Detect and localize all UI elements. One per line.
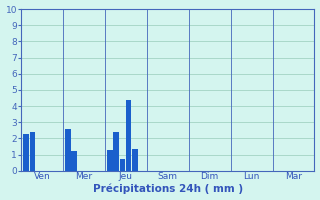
Bar bbox=[120, 159, 125, 171]
Bar bbox=[126, 100, 132, 171]
Bar bbox=[107, 150, 113, 171]
X-axis label: Précipitations 24h ( mm ): Précipitations 24h ( mm ) bbox=[93, 184, 243, 194]
Bar bbox=[29, 132, 35, 171]
Bar bbox=[132, 149, 138, 171]
Bar bbox=[71, 151, 77, 171]
Bar bbox=[65, 129, 71, 171]
Bar bbox=[23, 134, 29, 171]
Bar bbox=[113, 132, 119, 171]
